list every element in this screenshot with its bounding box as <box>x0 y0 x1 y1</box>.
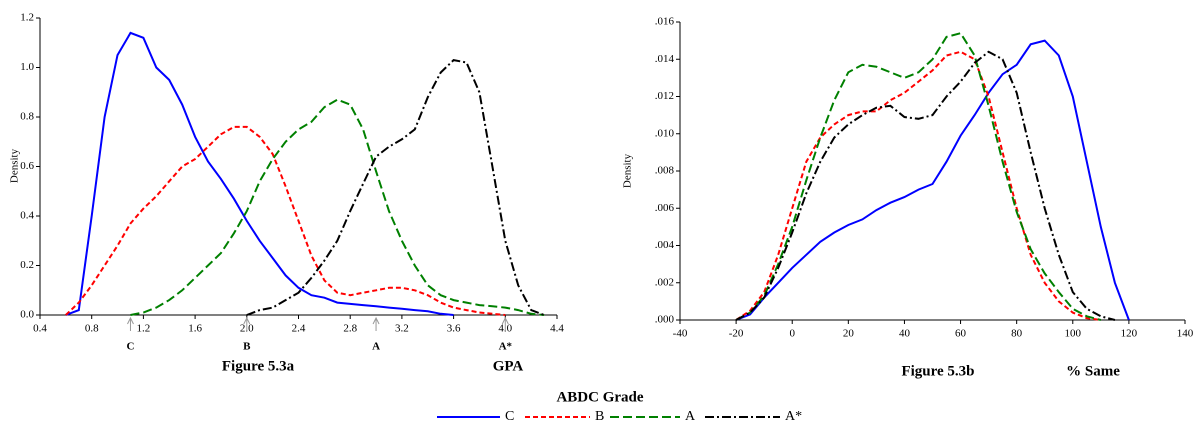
x-tick-label: 3.6 <box>447 323 461 335</box>
legend-title: ABDC Grade <box>556 389 643 405</box>
x-tick-label: 100 <box>1065 328 1082 340</box>
x-tick-label: -20 <box>729 328 744 340</box>
y-tick-label: .012 <box>655 90 674 102</box>
density-line <box>735 50 1101 321</box>
y-tick-label: .002 <box>655 276 674 288</box>
x-tick-label: 2.8 <box>343 323 357 335</box>
density-line <box>65 125 506 316</box>
x-tick-label: 140 <box>1177 328 1194 340</box>
y-tick-label: .016 <box>655 16 675 28</box>
x-axis-label: GPA <box>493 358 524 374</box>
marker-label: B <box>243 341 251 353</box>
x-tick-label: 80 <box>1011 328 1023 340</box>
marker-label: A* <box>499 341 513 353</box>
y-tick-label: 0.6 <box>20 160 34 172</box>
caption: Figure 5.3a <box>222 358 295 374</box>
y-axis-label: Density <box>622 153 634 188</box>
x-tick-label: 1.6 <box>188 323 202 335</box>
x-tick-label: 120 <box>1121 328 1138 340</box>
x-tick-label: 40 <box>899 328 911 340</box>
marker-arrow <box>372 316 380 331</box>
x-tick-label: 3.2 <box>395 323 409 335</box>
y-axis-label: Density <box>9 148 21 183</box>
legend-label: A* <box>785 409 802 424</box>
density-line <box>735 32 1102 321</box>
density-line <box>65 31 454 316</box>
legend-label: B <box>595 409 604 424</box>
marker-arrow <box>243 316 251 331</box>
y-tick-label: .008 <box>655 165 675 177</box>
marker-label: C <box>126 341 134 353</box>
y-tick-label: 1.2 <box>20 12 34 24</box>
y-tick-label: .004 <box>655 239 675 251</box>
x-tick-label: 0.4 <box>33 323 47 335</box>
x-axis-label: % Same <box>1066 363 1120 379</box>
x-tick-label: 60 <box>955 328 967 340</box>
y-tick-label: 1.0 <box>20 61 34 73</box>
y-tick-label: .006 <box>655 202 675 214</box>
x-tick-label: 2.4 <box>292 323 306 335</box>
y-tick-label: 0.2 <box>20 259 34 271</box>
legend-label: A <box>685 409 696 424</box>
x-tick-label: 20 <box>843 328 855 340</box>
density-line <box>246 59 545 316</box>
caption: Figure 5.3b <box>901 363 974 379</box>
x-tick-label: -40 <box>673 328 688 340</box>
y-tick-label: 0.8 <box>20 111 34 123</box>
y-tick-label: .010 <box>655 127 675 139</box>
density-line <box>130 98 545 316</box>
x-tick-label: 1.2 <box>137 323 151 335</box>
density-line <box>735 39 1130 321</box>
marker-arrow <box>501 316 509 331</box>
y-tick-label: 0.0 <box>20 309 34 321</box>
x-tick-label: 0 <box>789 328 795 340</box>
y-tick-label: .000 <box>655 314 675 326</box>
y-tick-label: .014 <box>655 53 675 65</box>
x-tick-label: 0.8 <box>85 323 99 335</box>
marker-label: A <box>372 341 380 353</box>
legend-label: C <box>505 409 514 424</box>
x-tick-label: 4.4 <box>550 323 564 335</box>
y-tick-label: 0.4 <box>20 210 34 222</box>
marker-arrow <box>127 316 134 331</box>
